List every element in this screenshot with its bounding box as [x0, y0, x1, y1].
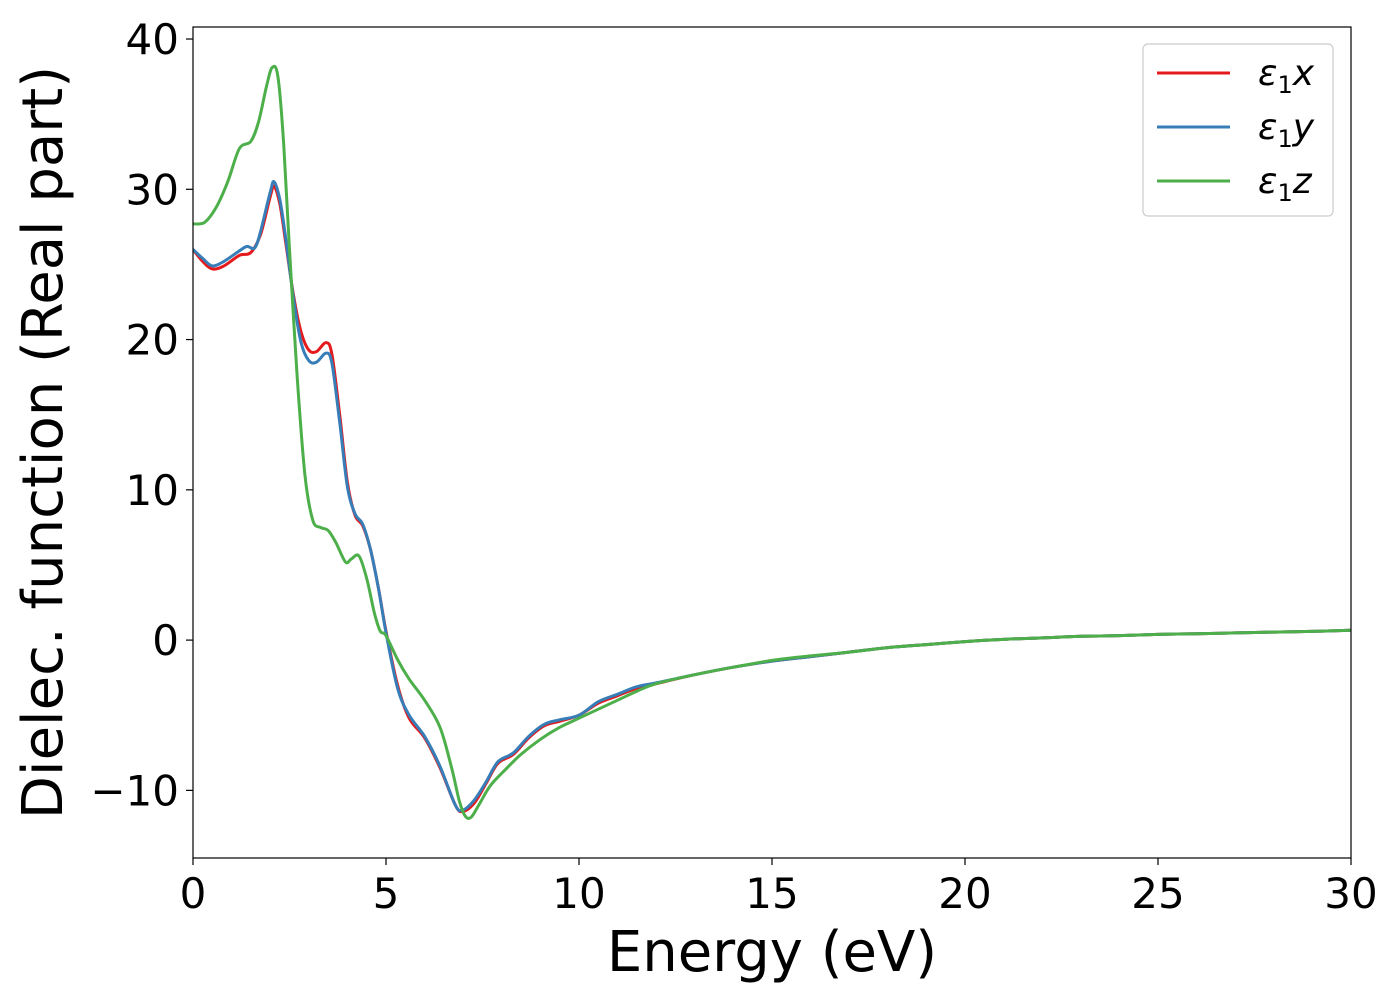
- legend-label-x: ε1x: [1258, 53, 1315, 99]
- y-tick-label: 30: [126, 165, 179, 214]
- y-tick-label: 20: [126, 316, 179, 365]
- y-axis-ticks: −10 0 10 20 30 40: [90, 15, 193, 815]
- y-tick-label: 0: [152, 616, 179, 665]
- y-tick-label: 10: [126, 466, 179, 515]
- legend-box: [1142, 43, 1334, 217]
- x-tick-label: 25: [1131, 869, 1184, 918]
- series-line-y: [193, 180, 1351, 813]
- x-tick-label: 30: [1324, 869, 1377, 918]
- x-tick-label: 0: [180, 869, 207, 918]
- x-tick-label: 10: [552, 869, 605, 918]
- y-axis-label: Dielec. function (Real part): [11, 66, 76, 819]
- y-tick-label: 40: [126, 15, 179, 64]
- legend-label-z: ε1z: [1258, 161, 1313, 207]
- legend: ε1x ε1y ε1z: [1142, 43, 1334, 217]
- series-line-x: [193, 184, 1351, 814]
- series-line-z: [193, 64, 1351, 820]
- series-layer: [193, 64, 1351, 820]
- legend-label-y: ε1y: [1258, 107, 1315, 153]
- x-axis-ticks: 0 5 10 15 20 25 30: [180, 858, 1378, 918]
- x-tick-label: 20: [938, 869, 991, 918]
- x-axis-label: Energy (eV): [607, 920, 937, 985]
- x-tick-label: 15: [745, 869, 798, 918]
- x-tick-label: 5: [373, 869, 400, 918]
- y-tick-label: −10: [90, 766, 179, 815]
